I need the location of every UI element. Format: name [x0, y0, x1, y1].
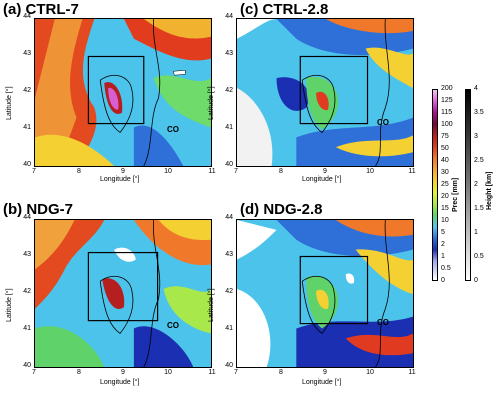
panel-d-title: (d) NDG-2.8 — [240, 201, 323, 218]
panel-c-xtick-10: 10 — [366, 168, 374, 175]
panel-a-title: (a) CTRL-7 — [3, 1, 79, 18]
prec-tick-0: 0 — [441, 277, 445, 284]
panel-a-ytick-41: 41 — [23, 124, 31, 131]
prec-tick-115: 115 — [441, 109, 453, 116]
prec-tick-0.5: 0.5 — [441, 265, 451, 272]
panel-b-ytick-44: 44 — [23, 214, 31, 221]
panel-d-xtick-7: 7 — [234, 369, 238, 376]
panel-a-xlabel: Longitude [°] — [100, 176, 140, 183]
panel-a-xtick-7: 7 — [32, 168, 36, 175]
panel-d-map — [236, 219, 414, 368]
panel-b-xtick-8: 8 — [77, 369, 81, 376]
panel-d-ytick-44: 44 — [225, 214, 233, 221]
panel-b-xtick-7: 7 — [32, 369, 36, 376]
prec-tick-25: 25 — [441, 181, 449, 188]
panel-b-ytick-40: 40 — [23, 362, 31, 369]
panel-b-ylabel: Latitude [°] — [6, 288, 13, 322]
panel-a-xtick-11: 11 — [208, 168, 216, 175]
prec-tick-1: 1 — [441, 253, 445, 260]
panel-a-ytick-43: 43 — [23, 50, 31, 57]
height-tick-0: 0 — [474, 277, 478, 284]
panel-b-xlabel: Longitude [°] — [100, 379, 140, 386]
panel-c-title: (c) CTRL-2.8 — [240, 1, 329, 18]
height-tick-3: 3 — [474, 133, 478, 140]
height-tick-4: 4 — [474, 85, 478, 92]
panel-a-co-label: CO — [167, 125, 179, 134]
prec-colorbar — [432, 89, 438, 281]
panel-c-ytick-44: 44 — [225, 13, 233, 20]
panel-c-xtick-11: 11 — [408, 168, 416, 175]
prec-tick-15: 15 — [441, 205, 449, 212]
panel-d-co-label: CO — [377, 318, 389, 327]
prec-tick-30: 30 — [441, 169, 449, 176]
panel-d-xtick-8: 8 — [279, 369, 283, 376]
height-colorbar — [465, 89, 471, 281]
height-tick-2.5: 2.5 — [474, 157, 484, 164]
panel-d-ytick-40: 40 — [225, 362, 233, 369]
panel-b-xtick-9: 9 — [121, 369, 125, 376]
panel-b-ytick-42: 42 — [23, 288, 31, 295]
panel-b-ytick-41: 41 — [23, 325, 31, 332]
panel-d-ylabel: Latitude [°] — [208, 288, 215, 322]
panel-a-ytick-40: 40 — [23, 161, 31, 168]
prec-tick-10: 10 — [441, 217, 449, 224]
panel-d-xlabel: Longitude [°] — [302, 379, 342, 386]
height-tick-1.5: 1.5 — [474, 205, 484, 212]
prec-colorbar-title: Prec [mm] — [452, 177, 459, 212]
panel-b-xtick-11: 11 — [208, 369, 216, 376]
panel-b-co-label: CO — [167, 321, 179, 330]
panel-c-xtick-8: 8 — [279, 168, 283, 175]
panel-c-xtick-7: 7 — [234, 168, 238, 175]
panel-d-xtick-11: 11 — [408, 369, 416, 376]
prec-tick-100: 100 — [441, 121, 453, 128]
height-colorbar-title: Height [km] — [486, 171, 493, 211]
panel-c-xlabel: Longitude [°] — [302, 176, 342, 183]
height-tick-1: 1 — [474, 229, 478, 236]
panel-c-ytick-40: 40 — [225, 161, 233, 168]
prec-tick-75: 75 — [441, 133, 449, 140]
prec-tick-200: 200 — [441, 85, 453, 92]
prec-tick-2: 2 — [441, 241, 445, 248]
panel-c-map — [236, 18, 414, 167]
prec-tick-5: 5 — [441, 229, 445, 236]
panel-d-ytick-42: 42 — [225, 288, 233, 295]
panel-c-ytick-43: 43 — [225, 50, 233, 57]
panel-b-map — [34, 219, 212, 368]
height-tick-0.5: 0.5 — [474, 253, 484, 260]
panel-d-ytick-43: 43 — [225, 251, 233, 258]
panel-a-ytick-42: 42 — [23, 87, 31, 94]
prec-tick-50: 50 — [441, 145, 449, 152]
prec-tick-20: 20 — [441, 193, 449, 200]
height-tick-3.5: 3.5 — [474, 109, 484, 116]
panel-c-ytick-42: 42 — [225, 87, 233, 94]
panel-c-ytick-41: 41 — [225, 124, 233, 131]
panel-b-xtick-10: 10 — [164, 369, 172, 376]
panel-c-co-label: CO — [377, 118, 389, 127]
panel-a-ytick-44: 44 — [23, 13, 31, 20]
panel-c-xtick-9: 9 — [323, 168, 327, 175]
panel-a-xtick-8: 8 — [77, 168, 81, 175]
panel-b-title: (b) NDG-7 — [3, 201, 73, 218]
prec-tick-125: 125 — [441, 97, 453, 104]
panel-a-xtick-10: 10 — [164, 168, 172, 175]
panel-b-ytick-43: 43 — [23, 251, 31, 258]
panel-d-ytick-41: 41 — [225, 325, 233, 332]
prec-tick-40: 40 — [441, 157, 449, 164]
panel-d-xtick-10: 10 — [366, 369, 374, 376]
panel-a-map — [34, 18, 212, 167]
panel-d-xtick-9: 9 — [323, 369, 327, 376]
panel-a-xtick-9: 9 — [121, 168, 125, 175]
panel-c-ylabel: Latitude [°] — [208, 86, 215, 120]
panel-a-ylabel: Latitude [°] — [6, 86, 13, 120]
height-tick-2: 2 — [474, 181, 478, 188]
